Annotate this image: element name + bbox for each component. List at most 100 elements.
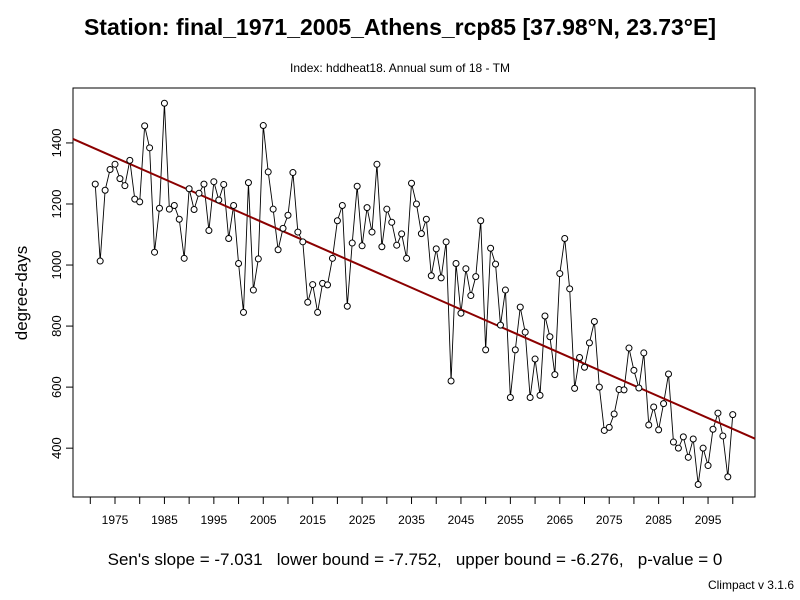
data-point — [704, 462, 712, 470]
data-point — [714, 409, 722, 417]
data-point — [620, 386, 628, 394]
data-point — [665, 370, 673, 378]
data-point — [126, 156, 134, 164]
data-point — [240, 308, 247, 316]
data-point — [146, 144, 154, 152]
data-point — [640, 349, 648, 357]
data-point — [200, 180, 208, 188]
data-point — [487, 244, 495, 252]
data-point — [457, 309, 465, 317]
data-point — [299, 238, 307, 246]
data-point — [561, 234, 569, 242]
y-tick-label: 800 — [49, 315, 64, 337]
data-point — [328, 254, 336, 262]
x-tick-label: 1975 — [102, 513, 129, 527]
data-point — [477, 217, 485, 225]
data-point — [284, 211, 292, 219]
data-point — [630, 366, 638, 374]
data-point — [264, 168, 272, 176]
data-point — [259, 122, 267, 130]
data-point — [348, 239, 356, 247]
data-point — [195, 189, 203, 197]
x-tick-label: 2095 — [695, 513, 722, 527]
y-tick-label: 600 — [49, 376, 64, 398]
data-point — [294, 228, 302, 236]
data-point — [314, 308, 322, 316]
data-point — [655, 426, 663, 434]
data-point — [660, 400, 668, 408]
data-point — [417, 230, 425, 238]
data-point — [151, 248, 159, 256]
data-point — [684, 453, 692, 461]
data-point — [699, 444, 707, 452]
x-tick-label: 2045 — [448, 513, 475, 527]
data-point — [215, 196, 223, 204]
data-point — [333, 217, 341, 225]
data-point — [724, 473, 732, 481]
data-point — [91, 180, 99, 188]
data-point — [610, 410, 618, 418]
data-point — [363, 204, 371, 212]
plot-frame — [72, 87, 756, 498]
data-point — [600, 426, 608, 434]
data-point — [279, 224, 287, 232]
data-point — [170, 202, 178, 210]
data-point — [338, 202, 346, 210]
y-tick-label: 1000 — [49, 251, 64, 280]
data-point — [210, 178, 218, 186]
data-point — [571, 384, 579, 392]
data-point — [180, 254, 188, 262]
data-point — [729, 411, 737, 419]
data-point — [467, 292, 475, 300]
plot-area — [72, 99, 756, 488]
data-point — [398, 230, 406, 238]
data-point — [492, 260, 500, 268]
data-point — [516, 303, 524, 311]
chart-title: Station: final_1971_2005_Athens_rcp85 [3… — [83, 14, 717, 40]
data-point — [269, 205, 277, 213]
data-point — [373, 160, 381, 168]
data-point — [388, 218, 396, 226]
data-point — [155, 204, 163, 212]
data-point — [393, 241, 401, 249]
data-point — [422, 215, 430, 223]
data-point — [274, 246, 282, 254]
data-point — [254, 255, 262, 263]
data-point — [96, 257, 104, 265]
data-point — [679, 433, 687, 441]
data-point — [353, 182, 361, 190]
data-point — [403, 254, 411, 262]
data-point — [447, 377, 455, 385]
data-point — [556, 270, 564, 278]
data-point — [111, 160, 119, 168]
data-point — [175, 215, 183, 223]
data-point — [289, 169, 297, 177]
data-point — [452, 260, 460, 268]
data-point — [190, 205, 198, 213]
data-point — [511, 346, 519, 354]
data-point — [205, 227, 213, 235]
data-point — [536, 391, 544, 399]
data-point — [462, 265, 470, 273]
data-point — [482, 346, 490, 354]
x-tick-label: 2005 — [250, 513, 277, 527]
data-point — [220, 180, 228, 188]
y-axis-label: degree-days — [12, 246, 31, 341]
data-point — [101, 186, 109, 194]
data-point — [689, 435, 697, 443]
x-tick-label: 2085 — [645, 513, 672, 527]
data-point — [709, 425, 717, 433]
data-point — [412, 200, 420, 208]
data-point — [719, 432, 727, 440]
x-tick-label: 2035 — [398, 513, 425, 527]
x-tick-label: 2065 — [546, 513, 573, 527]
data-point — [165, 205, 173, 213]
data-point — [432, 245, 440, 253]
series-line — [94, 103, 734, 485]
data-point — [501, 286, 509, 294]
data-point — [309, 281, 317, 289]
y-tick-label: 1400 — [49, 128, 64, 157]
data-point — [521, 328, 529, 336]
data-point — [531, 355, 539, 363]
